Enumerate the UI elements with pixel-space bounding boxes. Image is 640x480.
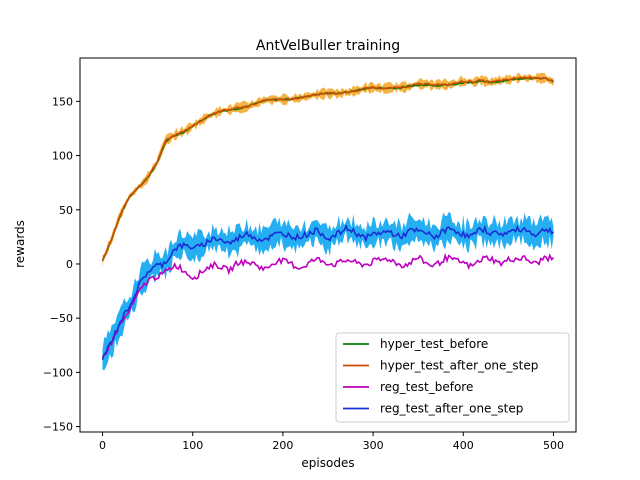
legend-label: hyper_test_before (380, 337, 488, 351)
x-tick-label: 400 (453, 439, 474, 452)
y-tick-label: 0 (66, 258, 73, 271)
legend: hyper_test_before hyper_test_after_one_st… (335, 332, 570, 423)
plot-area-frame (79, 57, 577, 433)
x-tick-label: 100 (182, 439, 203, 452)
x-tick-label: 500 (543, 439, 564, 452)
series-lines (101, 75, 555, 360)
y-tick-label: 100 (52, 150, 73, 163)
y-tick-label: 50 (59, 204, 73, 217)
y-tick-label: −50 (50, 312, 73, 325)
x-tick-label: 200 (272, 439, 293, 452)
x-axis-ticks: 0 100 200 300 400 500 (99, 432, 564, 452)
series-line-reg_test_after_one_step (101, 224, 555, 360)
legend-label: reg_test_after_one_step (380, 402, 523, 416)
y-tick-label: −150 (43, 421, 73, 434)
y-tick-label: −100 (43, 366, 73, 379)
x-tick-label: 300 (363, 439, 384, 452)
x-axis-label: episodes (301, 456, 354, 470)
y-tick-label: 150 (52, 95, 73, 108)
chart-title: AntVelBuller training (256, 38, 400, 54)
error-bands (102, 72, 554, 371)
legend-label: reg_test_before (380, 380, 473, 394)
series-line-hyper_test_after_one_step (101, 75, 554, 262)
legend-label: hyper_test_after_one_step (380, 359, 538, 373)
x-tick-label: 0 (99, 439, 106, 452)
legend-box (335, 332, 570, 423)
y-axis-label: rewards (13, 220, 27, 268)
y-axis-ticks: −150 −100 −50 0 50 100 150 (43, 95, 80, 434)
confidence-band (102, 211, 554, 371)
series-line-reg_test_before (101, 252, 555, 358)
